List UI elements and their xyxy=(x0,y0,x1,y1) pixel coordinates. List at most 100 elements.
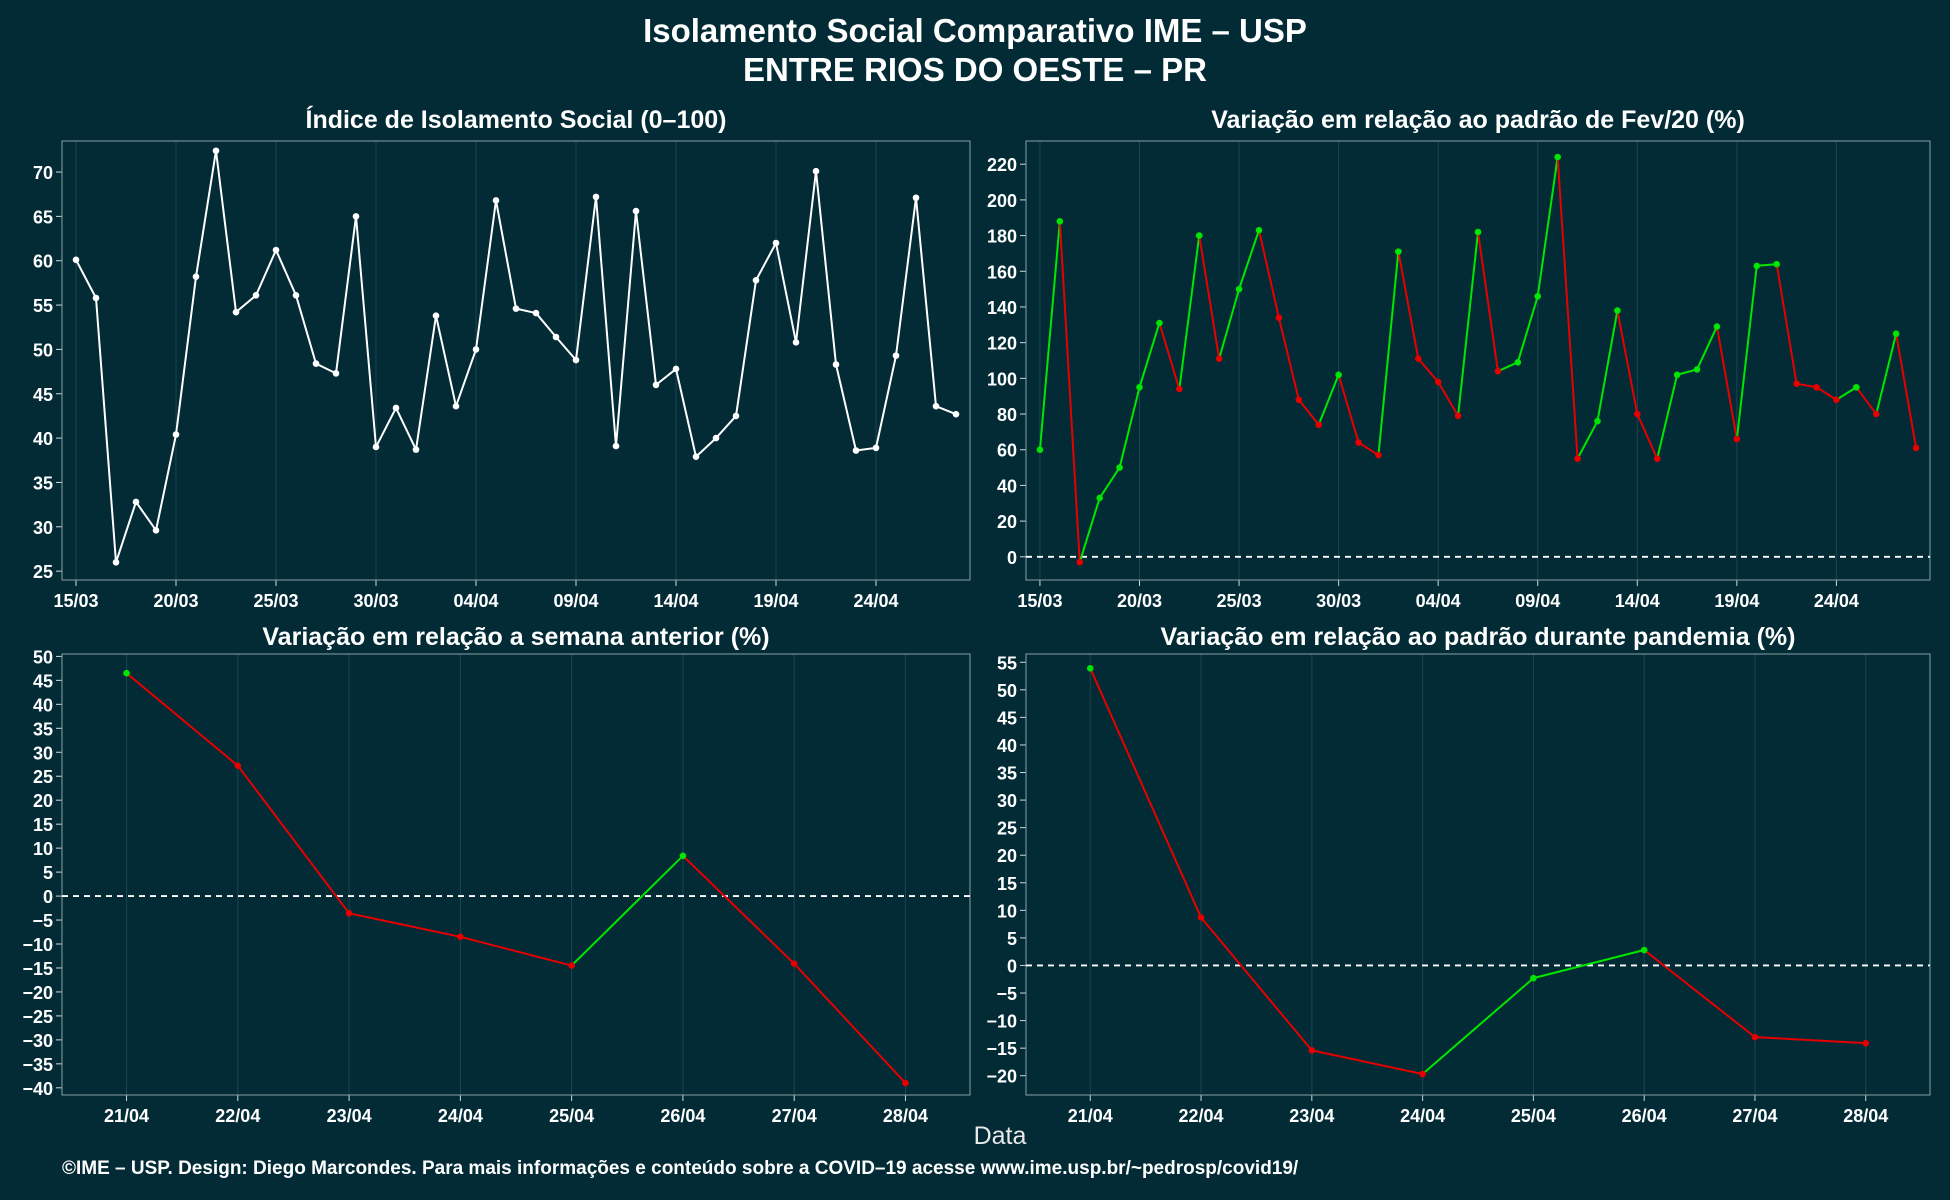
y-tick-label: 35 xyxy=(33,473,53,493)
data-point xyxy=(212,147,220,155)
x-tick-label: 30/03 xyxy=(353,591,398,611)
data-point xyxy=(252,292,260,299)
series-segment xyxy=(1437,381,1459,417)
series-segment xyxy=(835,364,857,451)
series-segment xyxy=(1337,374,1360,443)
data-point xyxy=(592,193,600,201)
data-point xyxy=(1375,451,1382,459)
series-segment xyxy=(215,150,237,313)
series-segment xyxy=(1311,1049,1423,1076)
y-tick-label: 0 xyxy=(1007,548,1017,568)
series-segment xyxy=(235,294,257,313)
series-segment xyxy=(915,197,937,407)
data-point xyxy=(192,273,200,280)
series-segment xyxy=(255,249,277,296)
series-segment xyxy=(75,259,97,299)
data-point xyxy=(732,412,740,420)
data-point xyxy=(1912,444,1920,452)
data-point xyxy=(1673,371,1681,379)
series-segment xyxy=(348,912,461,938)
series-segment xyxy=(570,855,684,967)
data-point xyxy=(932,402,940,410)
series-segment xyxy=(125,672,239,767)
x-tick-label: 27/04 xyxy=(772,1106,817,1126)
series-segment xyxy=(655,368,677,386)
x-tick-label: 24/04 xyxy=(1814,591,1859,611)
series-segment xyxy=(1238,229,1260,290)
data-point xyxy=(812,167,820,175)
data-point xyxy=(1733,435,1741,443)
series-segment xyxy=(1735,265,1758,440)
y-tick-label: 35 xyxy=(997,764,1017,784)
x-tick-label: 09/04 xyxy=(1515,591,1560,611)
y-tick-label: 40 xyxy=(997,476,1017,496)
series-segment xyxy=(295,295,317,364)
y-tick-label: 25 xyxy=(997,819,1017,839)
data-point xyxy=(1892,330,1900,338)
x-tick-label: 22/04 xyxy=(1179,1106,1224,1126)
data-point xyxy=(432,312,440,320)
data-point xyxy=(234,762,242,769)
y-tick-label: 0 xyxy=(1007,956,1017,976)
series-segment xyxy=(1616,310,1639,415)
series-segment xyxy=(1556,156,1579,459)
series-segment xyxy=(375,407,397,448)
series-segment xyxy=(415,315,437,450)
series-segment xyxy=(935,405,957,416)
series-segment xyxy=(1855,386,1878,415)
series-segment xyxy=(1636,413,1659,460)
series-segment xyxy=(1138,322,1161,388)
x-tick-label: 21/04 xyxy=(1068,1106,1113,1126)
data-point xyxy=(1813,383,1820,391)
y-tick-label: 45 xyxy=(33,385,53,405)
data-point xyxy=(1195,232,1203,239)
series-segment xyxy=(1397,251,1420,359)
data-point xyxy=(1335,371,1342,379)
x-tick-label: 14/04 xyxy=(1615,591,1660,611)
y-tick-label: 70 xyxy=(33,163,53,183)
series-segment xyxy=(1421,977,1535,1075)
data-point xyxy=(1653,455,1661,462)
y-tick-label: −20 xyxy=(22,983,53,1003)
data-point xyxy=(1197,914,1205,921)
series-segment xyxy=(1875,333,1898,415)
series-segment xyxy=(715,415,737,439)
series-segment xyxy=(1497,361,1519,373)
series-segment xyxy=(1377,251,1400,456)
x-tick-label: 23/04 xyxy=(1289,1106,1334,1126)
y-tick-label: 40 xyxy=(33,695,53,715)
y-tick-label: 140 xyxy=(987,298,1017,318)
data-point xyxy=(1494,367,1502,375)
series-segment xyxy=(1218,288,1241,359)
series-segment xyxy=(1298,399,1320,426)
data-point xyxy=(1554,153,1561,161)
y-tick-label: 5 xyxy=(43,863,53,883)
data-point xyxy=(232,308,240,316)
y-tick-label: 40 xyxy=(997,736,1017,756)
data-point xyxy=(492,197,500,204)
data-point xyxy=(512,305,520,312)
y-tick-label: 45 xyxy=(33,671,53,691)
y-tick-label: 100 xyxy=(987,369,1017,389)
y-tick-label: 120 xyxy=(987,334,1017,354)
data-point xyxy=(1833,396,1840,404)
x-tick-label: 28/04 xyxy=(883,1106,928,1126)
series-segment xyxy=(1775,263,1798,384)
data-point xyxy=(472,346,480,353)
data-point xyxy=(1036,446,1044,454)
panel-3-title: Variação em relação a semana anterior (%… xyxy=(262,623,769,651)
data-point xyxy=(345,910,353,917)
series-segment xyxy=(855,446,877,452)
series-segment xyxy=(1756,263,1777,267)
data-point xyxy=(572,356,580,364)
data-point xyxy=(292,292,300,299)
series-segment xyxy=(1277,317,1300,400)
data-point xyxy=(1633,410,1641,418)
series-segment xyxy=(135,501,157,531)
series-segment xyxy=(335,216,357,374)
data-point xyxy=(1255,226,1263,234)
data-point xyxy=(1235,285,1243,293)
footer-credits: ©IME – USP. Design: Diego Marcondes. Par… xyxy=(62,1158,1299,1179)
data-point xyxy=(457,933,464,941)
series-segment xyxy=(755,242,777,281)
